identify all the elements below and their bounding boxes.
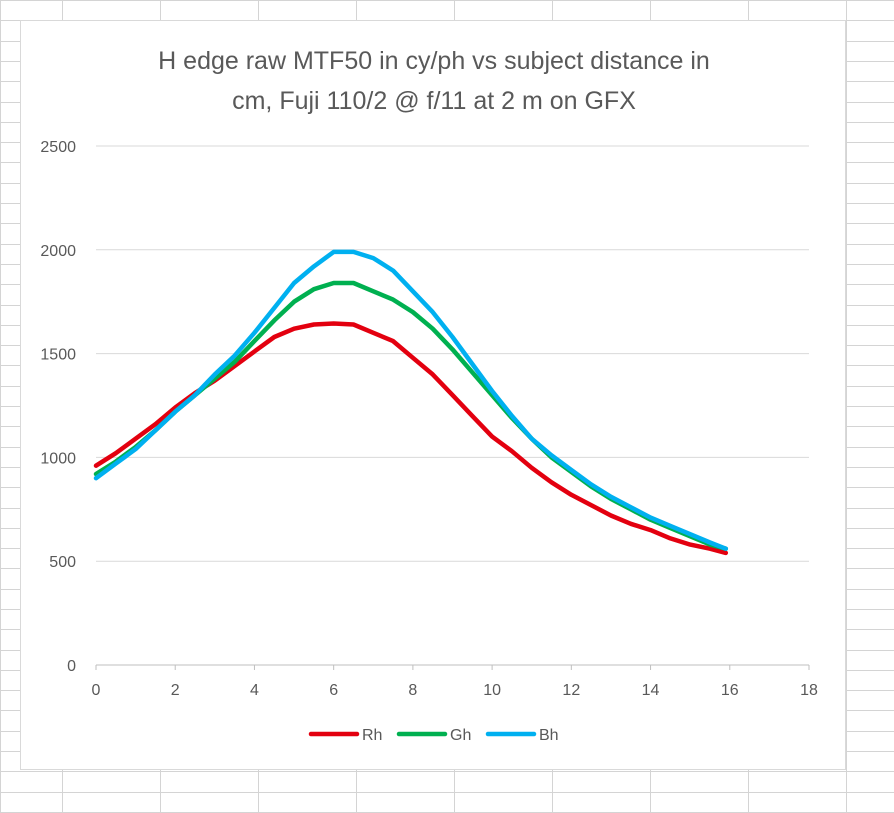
line-chart: H edge raw MTF50 in cy/ph vs subject dis… bbox=[40, 47, 818, 744]
x-tick-label: 18 bbox=[800, 682, 818, 699]
y-tick-label: 2500 bbox=[40, 139, 76, 156]
x-tick-label: 12 bbox=[562, 682, 580, 699]
chart-title-line-1: H edge raw MTF50 in cy/ph vs subject dis… bbox=[158, 47, 710, 75]
x-tick-label: 10 bbox=[483, 682, 501, 699]
series-line-rh bbox=[93, 321, 729, 556]
legend[interactable]: Rh Gh Bh bbox=[308, 727, 559, 744]
chart-area[interactable]: H edge raw MTF50 in cy/ph vs subject dis… bbox=[20, 20, 846, 770]
x-tick-label: 16 bbox=[721, 682, 739, 699]
x-tick-label: 6 bbox=[329, 682, 338, 699]
y-tick-label: 1000 bbox=[40, 450, 76, 467]
legend-label-rh: Rh bbox=[362, 727, 382, 744]
legend-label-gh: Gh bbox=[450, 727, 471, 744]
y-tick-label: 500 bbox=[49, 554, 76, 571]
legend-label-bh: Bh bbox=[539, 727, 559, 744]
y-tick-label: 0 bbox=[67, 658, 76, 675]
x-tick-label: 0 bbox=[92, 682, 101, 699]
y-axis-ticks: 0 500 1000 1500 2000 2500 bbox=[40, 139, 76, 675]
y-tick-label: 2000 bbox=[40, 243, 76, 260]
series-line-bh bbox=[93, 249, 729, 551]
x-axis-ticks: 0 2 4 6 8 10 12 14 16 18 bbox=[92, 665, 818, 699]
series-lines bbox=[93, 249, 729, 556]
y-tick-label: 1500 bbox=[40, 347, 76, 364]
x-tick-label: 14 bbox=[642, 682, 660, 699]
x-tick-label: 8 bbox=[408, 682, 417, 699]
chart-title-line-2: cm, Fuji 110/2 @ f/11 at 2 m on GFX bbox=[232, 87, 636, 115]
x-tick-label: 2 bbox=[171, 682, 180, 699]
x-tick-label: 4 bbox=[250, 682, 259, 699]
y-gridlines bbox=[96, 145, 809, 562]
